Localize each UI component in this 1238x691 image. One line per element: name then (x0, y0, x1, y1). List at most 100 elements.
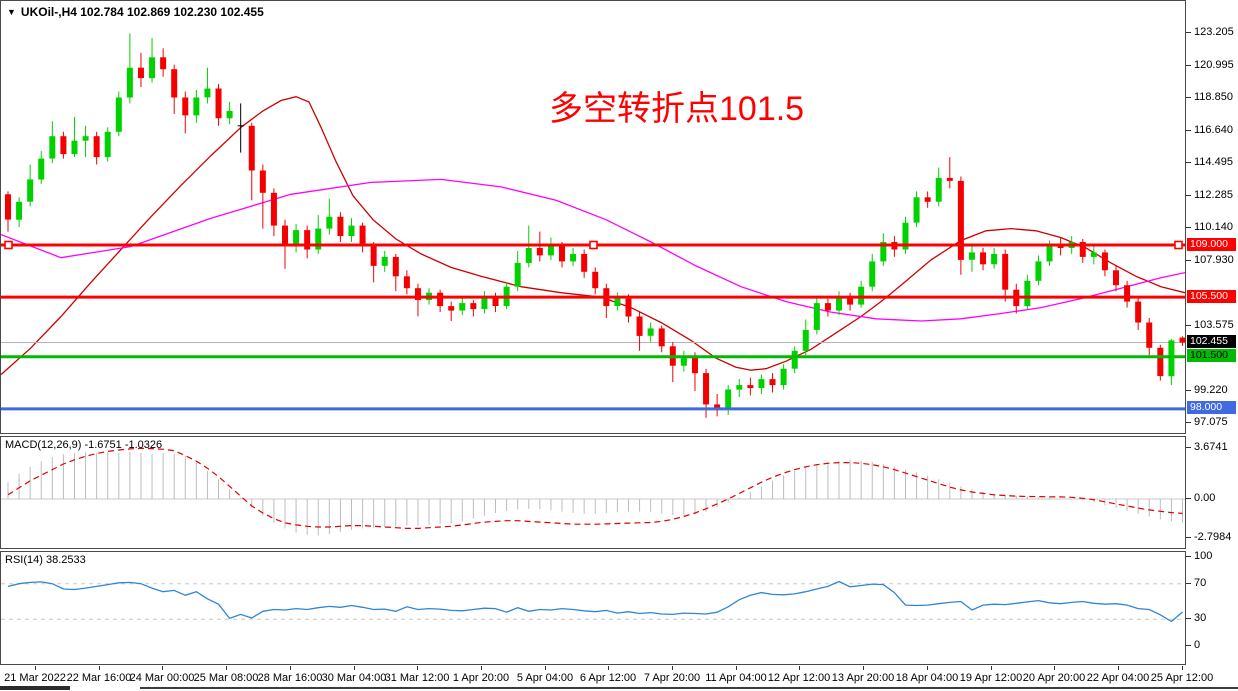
price-level-box: 109.000 (1187, 238, 1236, 251)
time-tick (545, 666, 546, 670)
price-tick-label: 123.205 (1194, 26, 1234, 38)
hline-handle[interactable] (4, 240, 13, 250)
rsi-panel[interactable]: RSI(14) 38.2533 (0, 551, 1186, 665)
price-tick-label: 103.575 (1194, 319, 1234, 331)
rsi-tick-label: 70 (1194, 577, 1207, 589)
macd-panel[interactable]: MACD(12,26,9) -1.6751 -1.0326 (0, 436, 1186, 549)
time-tick (672, 666, 673, 670)
time-tick (863, 666, 864, 670)
macd-tick (1186, 537, 1191, 538)
time-tick-label: 28 Mar 16:00 (257, 672, 323, 684)
price-tick (1186, 227, 1191, 228)
candles-layer (5, 33, 1185, 418)
macd-tick (1186, 447, 1191, 448)
main-chart-panel[interactable]: ▼ UKOil-,H4 102.784 102.869 102.230 102.4… (0, 0, 1186, 434)
price-tick (1186, 97, 1191, 98)
scrollbar (0, 686, 1238, 691)
rsi-tick (1186, 556, 1191, 557)
price-tick (1186, 130, 1191, 131)
price-tick (1186, 195, 1191, 196)
ma-red-line (1, 96, 1185, 376)
price-level-box: 98.000 (1187, 401, 1236, 414)
macd-canvas[interactable] (1, 437, 1185, 548)
time-tick (35, 666, 36, 670)
price-tick-label: 120.995 (1194, 59, 1234, 71)
time-tick-label: 22 Apr 04:00 (1086, 672, 1150, 684)
time-tick-label: 5 Apr 04:00 (516, 672, 574, 684)
time-tick (1054, 666, 1055, 670)
price-tick-label: 114.495 (1194, 156, 1233, 168)
time-tick-label: 13 Apr 20:00 (831, 672, 895, 684)
price-tick-label: 110.140 (1194, 221, 1233, 233)
price-tick (1186, 65, 1191, 66)
time-tick-label: 6 Apr 12:00 (579, 672, 637, 684)
annotation-text[interactable]: 多空转折点101.5 (549, 90, 805, 128)
time-tick-label: 1 Apr 20:00 (452, 672, 510, 684)
rsi-tick-label: 30 (1194, 612, 1207, 624)
time-tick-label: 25 Apr 12:00 (1150, 672, 1214, 684)
time-tick-label: 30 Mar 04:00 (321, 672, 387, 684)
macd-histogram (7, 452, 1183, 536)
rsi-label: RSI(14) 38.2533 (5, 554, 86, 566)
price-tick-label: 99.220 (1194, 384, 1228, 396)
time-tick (991, 666, 992, 670)
scrollbar-thumb[interactable] (0, 686, 70, 690)
price-tick (1186, 162, 1191, 163)
time-tick (99, 666, 100, 670)
time-tick (417, 666, 418, 670)
time-tick (608, 666, 609, 670)
time-tick-label: 11 Apr 04:00 (705, 672, 767, 684)
macd-tick (1186, 498, 1191, 499)
time-tick (481, 666, 482, 670)
rsi-tick (1186, 645, 1191, 646)
rsi-tick-label: 100 (1194, 550, 1213, 562)
ma-magenta-line (1, 178, 1185, 322)
time-tick (799, 666, 800, 670)
time-tick (927, 666, 928, 670)
time-tick (290, 666, 291, 670)
current-price-box: 102.455 (1187, 335, 1236, 348)
price-axis[interactable]: 123.205 120.995 118.850 116.640 114.495 112.2… (1186, 0, 1238, 666)
macd-tick-label: -2.7984 (1194, 531, 1232, 543)
scrollbar-track (140, 687, 1238, 689)
hline-handle[interactable] (589, 240, 598, 250)
price-tick-label: 118.850 (1194, 91, 1233, 103)
time-tick-label: 19 Apr 12:00 (959, 672, 1023, 684)
time-axis[interactable]: 21 Mar 2022 22 Mar 16:00 24 Mar 00:00 25 Ma… (0, 666, 1238, 691)
time-tick (736, 666, 737, 670)
price-tick (1186, 390, 1191, 391)
time-tick-label: 22 Mar 16:00 (66, 672, 132, 684)
time-tick-label: 18 Apr 04:00 (895, 672, 959, 684)
rsi-tick-label: 0 (1194, 639, 1201, 651)
price-tick-label: 116.640 (1194, 124, 1233, 136)
time-tick (226, 666, 227, 670)
time-tick-label: 24 Mar 00:00 (129, 672, 195, 684)
rsi-canvas[interactable] (1, 552, 1185, 664)
price-tick-label: 107.930 (1194, 254, 1234, 266)
time-tick (1118, 666, 1119, 670)
rsi-tick (1186, 618, 1191, 619)
price-tick-label: 97.075 (1194, 416, 1228, 428)
hline-handle[interactable] (1174, 240, 1183, 250)
price-level-box: 105.500 (1187, 290, 1236, 303)
macd-label: MACD(12,26,9) -1.6751 -1.0326 (5, 439, 163, 451)
macd-tick-label: 0.00 (1194, 492, 1216, 504)
time-tick (354, 666, 355, 670)
price-tick (1186, 32, 1191, 33)
price-level-box: 101.500 (1187, 349, 1236, 362)
price-tick (1186, 325, 1191, 326)
price-tick-label: 112.285 (1194, 189, 1233, 201)
time-tick-label: 20 Apr 20:00 (1022, 672, 1086, 684)
chart-title-text: UKOil-,H4 102.784 102.869 102.230 102.45… (20, 5, 264, 19)
time-tick-label: 31 Mar 12:00 (384, 672, 450, 684)
price-tick (1186, 422, 1191, 423)
time-tick-label: 25 Mar 08:00 (193, 672, 259, 684)
rsi-tick (1186, 583, 1191, 584)
price-chart-canvas[interactable] (1, 1, 1185, 433)
macd-signal-line (7, 447, 1183, 530)
time-tick-label: 12 Apr 12:00 (767, 672, 831, 684)
chart-dropdown-icon[interactable]: ▼ (7, 7, 16, 17)
time-tick (162, 666, 163, 670)
rsi-line (7, 580, 1183, 623)
macd-tick-label: 3.6741 (1194, 441, 1228, 453)
